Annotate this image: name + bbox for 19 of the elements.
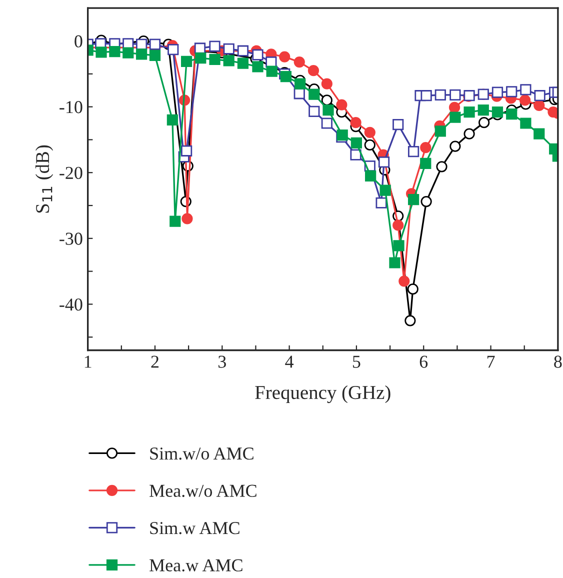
y-tick-label: 0 (74, 35, 82, 48)
y-axis-title: S$_{11}$ (dB) (35, 145, 54, 213)
x-tick-label: 1 (84, 356, 92, 368)
y-tick-label: -20 (60, 166, 82, 180)
x-tick-label: 8 (554, 356, 562, 368)
y-tick-label: -40 (60, 298, 82, 311)
x-tick-label: 5 (352, 356, 360, 368)
legend-label: Mea.w/o AMC (150, 484, 256, 498)
x-tick-label: 7 (487, 356, 495, 368)
legend-label: Mea.w AMC (150, 559, 242, 572)
x-tick-label: 4 (285, 356, 294, 368)
x-tick-label: 2 (151, 356, 159, 368)
y-tick-label: -10 (60, 101, 82, 114)
x-axis-title: Frequency (GHz) (255, 385, 390, 404)
y-tick-label: -30 (60, 232, 82, 245)
x-tick-label: 3 (218, 356, 226, 368)
legend-label: Sim.w/o AMC (150, 448, 254, 460)
x-tick-label: 6 (420, 356, 428, 368)
legend-label: Sim.w AMC (150, 522, 240, 534)
